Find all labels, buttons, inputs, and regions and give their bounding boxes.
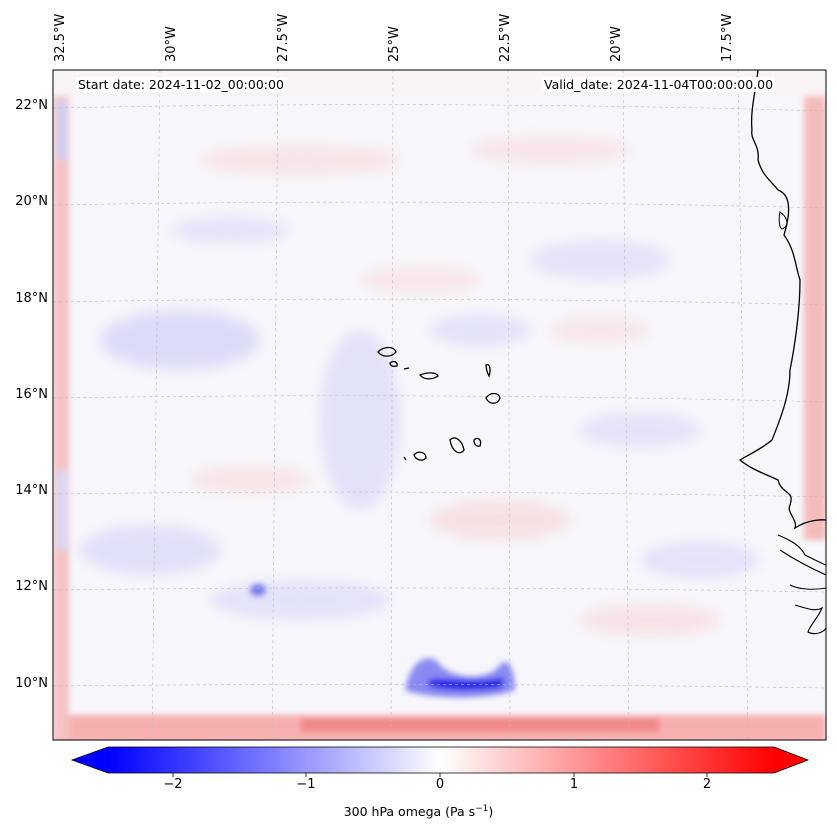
lon-label: 25°W — [387, 26, 402, 62]
african-coastline — [738, 70, 826, 530]
start-date-label: Start date: 2024-11-02_00:00:00 — [76, 77, 286, 92]
lat-label: 20°N — [15, 194, 48, 209]
lon-label: 30°W — [164, 26, 179, 62]
colorbar-tick-label: −2 — [163, 777, 183, 792]
gridlines — [53, 70, 826, 740]
map-frame — [52, 69, 827, 741]
lon-label: 17.5°W — [720, 13, 735, 62]
lon-label: 27.5°W — [276, 13, 291, 62]
lat-label: 22°N — [15, 98, 48, 113]
colorbar — [70, 746, 810, 777]
cape-verde-islands — [377, 346, 501, 461]
lon-label: 20°W — [609, 26, 624, 62]
colorbar-label: 300 hPa omega (Pa s−1) — [343, 804, 494, 820]
colorbar-tick-label: 1 — [569, 777, 579, 792]
lon-label: 22.5°W — [498, 13, 513, 62]
lat-label: 10°N — [15, 676, 48, 691]
colorbar-tick-label: 0 — [435, 777, 445, 792]
omega-field — [53, 70, 826, 740]
colorbar-extend-min — [72, 747, 108, 773]
lat-label: 12°N — [15, 579, 48, 594]
valid-date-label: Valid_date: 2024-11-04T00:00:00.00 — [542, 77, 776, 92]
lon-label: 32.5°W — [53, 13, 68, 62]
colorbar-extend-max — [774, 747, 808, 773]
lat-label: 16°N — [15, 387, 48, 402]
colorbar-tick-label: −1 — [296, 777, 316, 792]
lat-label: 18°N — [15, 291, 48, 306]
lat-label: 14°N — [15, 483, 48, 498]
colorbar-tick-label: 2 — [702, 777, 712, 792]
